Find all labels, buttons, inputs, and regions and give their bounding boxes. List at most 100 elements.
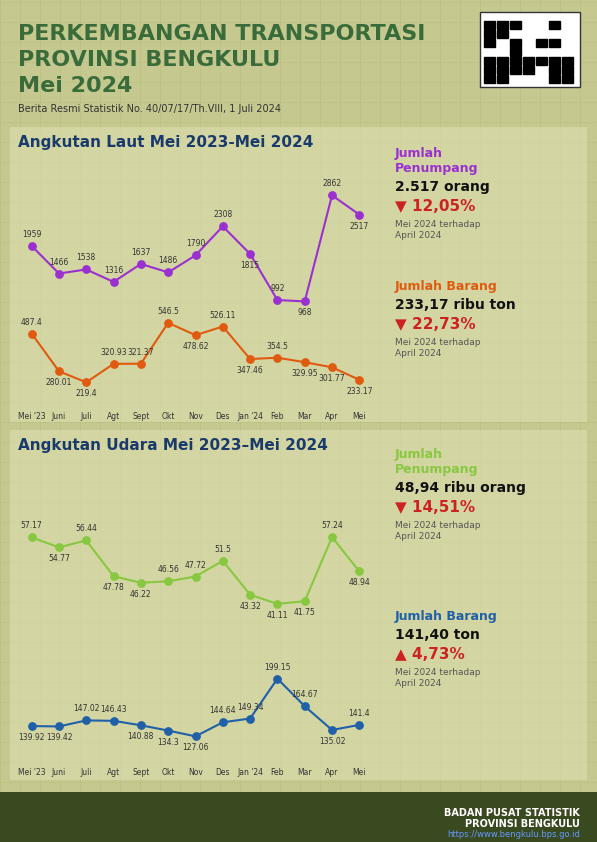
FancyBboxPatch shape [523, 57, 534, 65]
Text: 992: 992 [270, 284, 285, 293]
FancyBboxPatch shape [549, 57, 560, 65]
Text: 48.94: 48.94 [349, 578, 370, 588]
Point [355, 208, 364, 221]
Text: 41.75: 41.75 [294, 608, 316, 617]
Text: ▼ 12,05%: ▼ 12,05% [395, 199, 475, 214]
Text: Mei 2024 terhadap: Mei 2024 terhadap [395, 338, 481, 347]
Point [82, 263, 91, 276]
Text: 134.3: 134.3 [158, 738, 179, 747]
Text: 968: 968 [297, 308, 312, 317]
Point [27, 327, 36, 340]
Text: 48,94 ribu orang: 48,94 ribu orang [395, 481, 526, 495]
Text: Mei '23: Mei '23 [18, 768, 45, 777]
FancyBboxPatch shape [562, 21, 573, 29]
Text: Jumlah Barang: Jumlah Barang [395, 280, 498, 293]
Text: Mei 2024 terhadap: Mei 2024 terhadap [395, 668, 481, 677]
Point [327, 360, 337, 374]
FancyBboxPatch shape [523, 48, 534, 56]
Text: Jumlah: Jumlah [395, 448, 443, 461]
Point [54, 365, 64, 378]
Text: 46.22: 46.22 [130, 589, 152, 599]
FancyBboxPatch shape [497, 75, 508, 83]
Point [245, 588, 255, 601]
FancyBboxPatch shape [510, 66, 521, 74]
Text: April 2024: April 2024 [395, 679, 441, 688]
Text: Des: Des [216, 412, 230, 421]
Text: 47.78: 47.78 [103, 584, 124, 592]
Text: 487.4: 487.4 [21, 317, 42, 327]
Text: 46.56: 46.56 [157, 565, 179, 574]
Text: 139.42: 139.42 [46, 733, 72, 743]
Point [355, 373, 364, 386]
Text: Juli: Juli [81, 412, 92, 421]
Text: PROVINSI BENGKULU: PROVINSI BENGKULU [465, 819, 580, 829]
Text: Okt: Okt [161, 768, 175, 777]
Point [54, 541, 64, 554]
Text: 141.4: 141.4 [349, 709, 370, 718]
FancyBboxPatch shape [484, 75, 495, 83]
Text: 164.67: 164.67 [291, 690, 318, 699]
Text: 149.34: 149.34 [237, 702, 263, 711]
Point [164, 316, 173, 329]
Text: 140.88: 140.88 [128, 733, 154, 741]
FancyBboxPatch shape [484, 48, 495, 56]
Text: 54.77: 54.77 [48, 554, 70, 563]
FancyBboxPatch shape [549, 30, 560, 38]
Text: Juli: Juli [81, 768, 92, 777]
FancyBboxPatch shape [484, 66, 495, 74]
Point [164, 724, 173, 738]
Text: April 2024: April 2024 [395, 349, 441, 358]
Text: 2517: 2517 [350, 221, 369, 231]
Text: Mar: Mar [297, 412, 312, 421]
Text: Apr: Apr [325, 412, 338, 421]
Text: Agt: Agt [107, 412, 120, 421]
Point [27, 530, 36, 544]
FancyBboxPatch shape [10, 127, 587, 422]
Text: Jumlah Barang: Jumlah Barang [395, 610, 498, 623]
Text: 1790: 1790 [186, 239, 205, 248]
Text: 1538: 1538 [76, 253, 96, 263]
Text: 147.02: 147.02 [73, 705, 100, 713]
Text: 56.44: 56.44 [75, 525, 97, 534]
Text: 478.62: 478.62 [182, 342, 209, 351]
Text: 1486: 1486 [159, 256, 178, 265]
Point [136, 357, 146, 370]
Point [82, 534, 91, 547]
Text: Mei 2024 terhadap: Mei 2024 terhadap [395, 521, 481, 530]
Text: ▼ 14,51%: ▼ 14,51% [395, 500, 475, 515]
Text: Sept: Sept [132, 412, 150, 421]
FancyBboxPatch shape [549, 66, 560, 74]
Point [190, 328, 200, 342]
Point [327, 189, 337, 202]
Text: 1815: 1815 [241, 261, 260, 270]
Point [164, 265, 173, 279]
FancyBboxPatch shape [0, 792, 597, 842]
Text: 1466: 1466 [50, 258, 69, 267]
Point [54, 720, 64, 733]
Point [190, 570, 200, 584]
Text: Mei '23: Mei '23 [18, 412, 45, 421]
Point [300, 700, 309, 713]
Text: Mei: Mei [353, 768, 366, 777]
Point [218, 220, 227, 233]
FancyBboxPatch shape [562, 66, 573, 74]
FancyBboxPatch shape [480, 12, 580, 87]
FancyBboxPatch shape [549, 39, 560, 47]
Text: 57.17: 57.17 [21, 521, 42, 530]
Point [273, 597, 282, 610]
Text: 2.517 orang: 2.517 orang [395, 180, 490, 194]
FancyBboxPatch shape [484, 30, 495, 38]
Point [82, 376, 91, 389]
Text: 1959: 1959 [22, 230, 41, 239]
Point [218, 716, 227, 729]
Text: Jumlah: Jumlah [395, 147, 443, 160]
Point [136, 718, 146, 732]
Point [355, 718, 364, 732]
Point [273, 672, 282, 685]
Point [327, 530, 337, 544]
Text: 146.43: 146.43 [100, 705, 127, 714]
Text: 233.17: 233.17 [346, 386, 373, 396]
FancyBboxPatch shape [10, 430, 587, 780]
Point [245, 352, 255, 365]
Text: 329.95: 329.95 [291, 369, 318, 378]
